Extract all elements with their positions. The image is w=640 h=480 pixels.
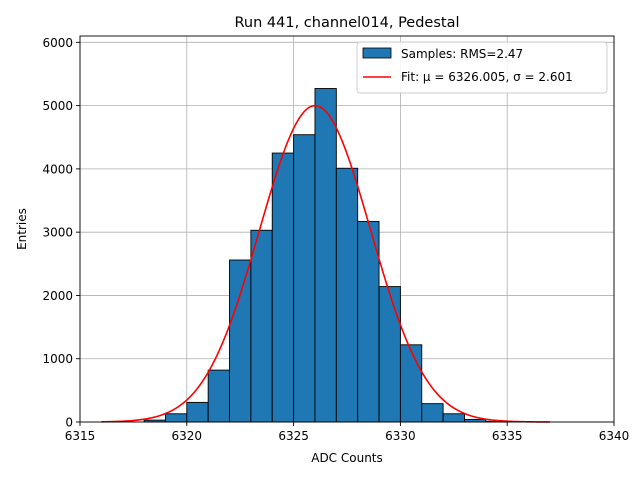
y-tick-label: 3000 — [42, 226, 73, 240]
x-tick-label: 6315 — [65, 429, 96, 443]
histogram-bar — [271, 152, 295, 423]
x-tick-label: 6335 — [492, 429, 523, 443]
histogram-bar — [250, 229, 273, 423]
histogram-bar — [229, 259, 252, 423]
y-tick-label: 5000 — [42, 99, 73, 113]
histogram-bar — [207, 369, 230, 423]
x-tick-label: 6325 — [278, 429, 309, 443]
x-axis-label: ADC Counts — [311, 451, 383, 465]
histogram-bars — [143, 88, 508, 423]
legend: Samples: RMS=2.47 Fit: μ = 6326.005, σ =… — [356, 41, 608, 94]
plot-frame — [79, 35, 615, 423]
y-tick-label: 1000 — [42, 352, 73, 366]
histogram-bar — [335, 167, 359, 423]
histogram-bar — [378, 286, 401, 423]
histogram-bar — [442, 413, 465, 423]
y-tick-label: 6000 — [42, 36, 73, 50]
y-tick-label: 2000 — [42, 289, 73, 303]
legend-samples-swatch — [362, 47, 392, 59]
x-tick-label: 6330 — [385, 429, 416, 443]
histogram-bar — [164, 413, 188, 423]
chart-title: Run 441, channel014, Pedestal — [234, 15, 459, 31]
histogram-bar — [421, 403, 444, 423]
x-tick-label: 6340 — [599, 429, 630, 443]
histogram-bar — [314, 88, 337, 423]
y-axis-ticks: 0 1000 2000 3000 4000 5000 6000 — [42, 36, 80, 430]
legend-samples-label: Samples: RMS=2.47 — [401, 47, 523, 61]
histogram-bar — [293, 134, 316, 423]
histogram-bar — [357, 220, 380, 423]
x-axis-ticks: 6315 6320 6325 6330 6335 6340 — [65, 422, 630, 443]
histogram-bar — [186, 401, 209, 423]
x-tick-label: 6320 — [172, 429, 203, 443]
y-axis-label: Entries — [15, 208, 29, 250]
histogram-bar — [399, 344, 423, 423]
gaussian-fit-line — [101, 104, 550, 423]
y-tick-label: 4000 — [42, 162, 73, 176]
y-tick-label: 0 — [65, 416, 73, 430]
legend-fit-label: Fit: μ = 6326.005, σ = 2.601 — [401, 70, 573, 84]
legend-frame — [356, 41, 608, 94]
